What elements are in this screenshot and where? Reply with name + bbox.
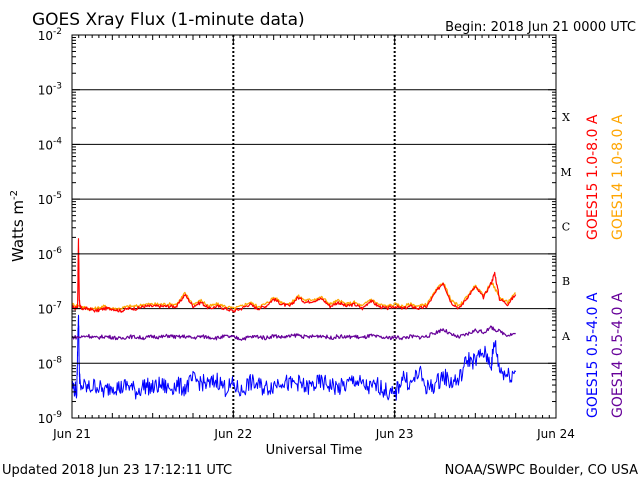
series-lines xyxy=(71,238,517,401)
series-line-goes15-1-0-8-0-a xyxy=(71,238,517,313)
y-tick-label-exponent: -3 xyxy=(53,82,62,92)
y-axis-ticks: 10-210-310-410-510-610-710-810-9 xyxy=(38,27,556,426)
y-tick-label-base: 10 xyxy=(38,84,53,98)
y-tick-label: 10-8 xyxy=(38,355,63,371)
legend-entry: GOES14 1.0-8.0 A xyxy=(610,114,626,240)
chart-title: GOES Xray Flux (1-minute data) xyxy=(32,10,305,30)
y-tick-label: 10-5 xyxy=(38,191,62,207)
series-line-goes14-0-5-4-0-a xyxy=(71,325,516,341)
y-tick-label-exponent: -4 xyxy=(53,136,62,146)
y-tick-label-exponent: -6 xyxy=(53,246,62,256)
y-tick-label-exponent: -8 xyxy=(53,355,62,365)
y-tick-label: 10-4 xyxy=(38,136,63,152)
y-axis-label: Watts m-2 xyxy=(9,190,27,262)
begin-label: Begin: 2018 Jun 21 0000 UTC xyxy=(445,20,636,35)
flare-class-label: X xyxy=(562,111,570,124)
grid-lines xyxy=(72,35,556,418)
x-tick-label: Jun 21 xyxy=(52,427,91,441)
x-tick-label: Jun 24 xyxy=(536,427,575,441)
series-line-goes15-0-5-4-0-a xyxy=(71,314,517,401)
y-tick-label: 10-6 xyxy=(38,246,63,262)
legend-entry: GOES15 1.0-8.0 A xyxy=(585,114,601,240)
y-tick-label: 10-2 xyxy=(38,27,62,43)
y-axis-label-text: Watts m xyxy=(9,200,27,262)
y-tick-label-base: 10 xyxy=(38,248,53,262)
source-credit: NOAA/SWPC Boulder, CO USA xyxy=(445,463,638,478)
y-tick-label: 10-9 xyxy=(38,410,63,426)
y-tick-label: 10-3 xyxy=(38,82,62,98)
y-tick-label-exponent: -7 xyxy=(53,301,62,311)
x-axis-ticks: Jun 21 Jun 22 Jun 23 Jun 24 xyxy=(52,35,575,441)
updated-timestamp: Updated 2018 Jun 23 17:12:11 UTC xyxy=(2,463,232,478)
y-tick-label-base: 10 xyxy=(38,412,53,426)
y-tick-label-exponent: -9 xyxy=(53,410,62,420)
flare-class-label: M xyxy=(560,166,571,179)
x-tick-label: Jun 22 xyxy=(213,427,252,441)
y-tick-label-base: 10 xyxy=(38,303,53,317)
flare-class-label: A xyxy=(561,330,571,343)
legend: GOES15 1.0-8.0 A GOES14 1.0-8.0 A GOES15 0… xyxy=(585,114,626,418)
y-tick-label-base: 10 xyxy=(38,29,53,43)
y-tick-label: 10-7 xyxy=(38,301,62,317)
flare-class-labels: X M C B A xyxy=(560,111,571,343)
x-axis-label: Universal Time xyxy=(266,443,363,458)
flare-class-label: C xyxy=(562,221,570,234)
y-tick-label-base: 10 xyxy=(38,357,53,371)
y-tick-label-exponent: -2 xyxy=(53,27,62,37)
flare-class-label: B xyxy=(562,275,570,288)
x-tick-label: Jun 23 xyxy=(375,427,414,441)
y-tick-label-base: 10 xyxy=(38,193,53,207)
y-axis-label-superscript: -2 xyxy=(9,190,20,200)
y-tick-label-exponent: -5 xyxy=(53,191,62,201)
legend-entry: GOES15 0.5-4.0 A xyxy=(585,292,601,418)
legend-entry: GOES14 0.5-4.0 A xyxy=(610,292,626,418)
y-tick-label-base: 10 xyxy=(38,138,53,152)
